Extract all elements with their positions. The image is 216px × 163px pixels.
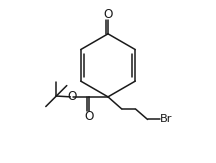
Text: O: O <box>103 8 113 21</box>
Text: Br: Br <box>160 114 172 125</box>
Text: O: O <box>85 110 94 123</box>
Text: O: O <box>68 90 77 103</box>
